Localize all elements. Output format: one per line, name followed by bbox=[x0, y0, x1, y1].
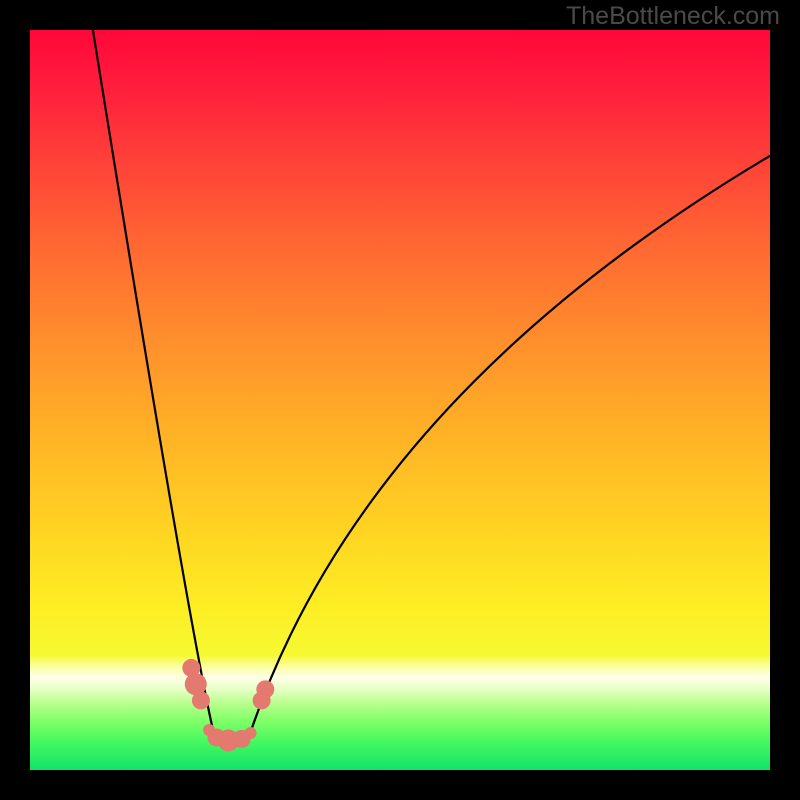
plot-area bbox=[30, 30, 770, 770]
watermark-text: TheBottleneck.com bbox=[566, 2, 780, 31]
data-point bbox=[245, 727, 257, 739]
bottleneck-curve-right bbox=[248, 156, 770, 739]
data-point bbox=[256, 680, 274, 698]
chart-frame: TheBottleneck.com bbox=[0, 0, 800, 800]
bottleneck-curve-left bbox=[93, 30, 215, 739]
data-point bbox=[192, 691, 210, 709]
curves-layer bbox=[30, 30, 770, 770]
data-points-group bbox=[182, 659, 274, 752]
